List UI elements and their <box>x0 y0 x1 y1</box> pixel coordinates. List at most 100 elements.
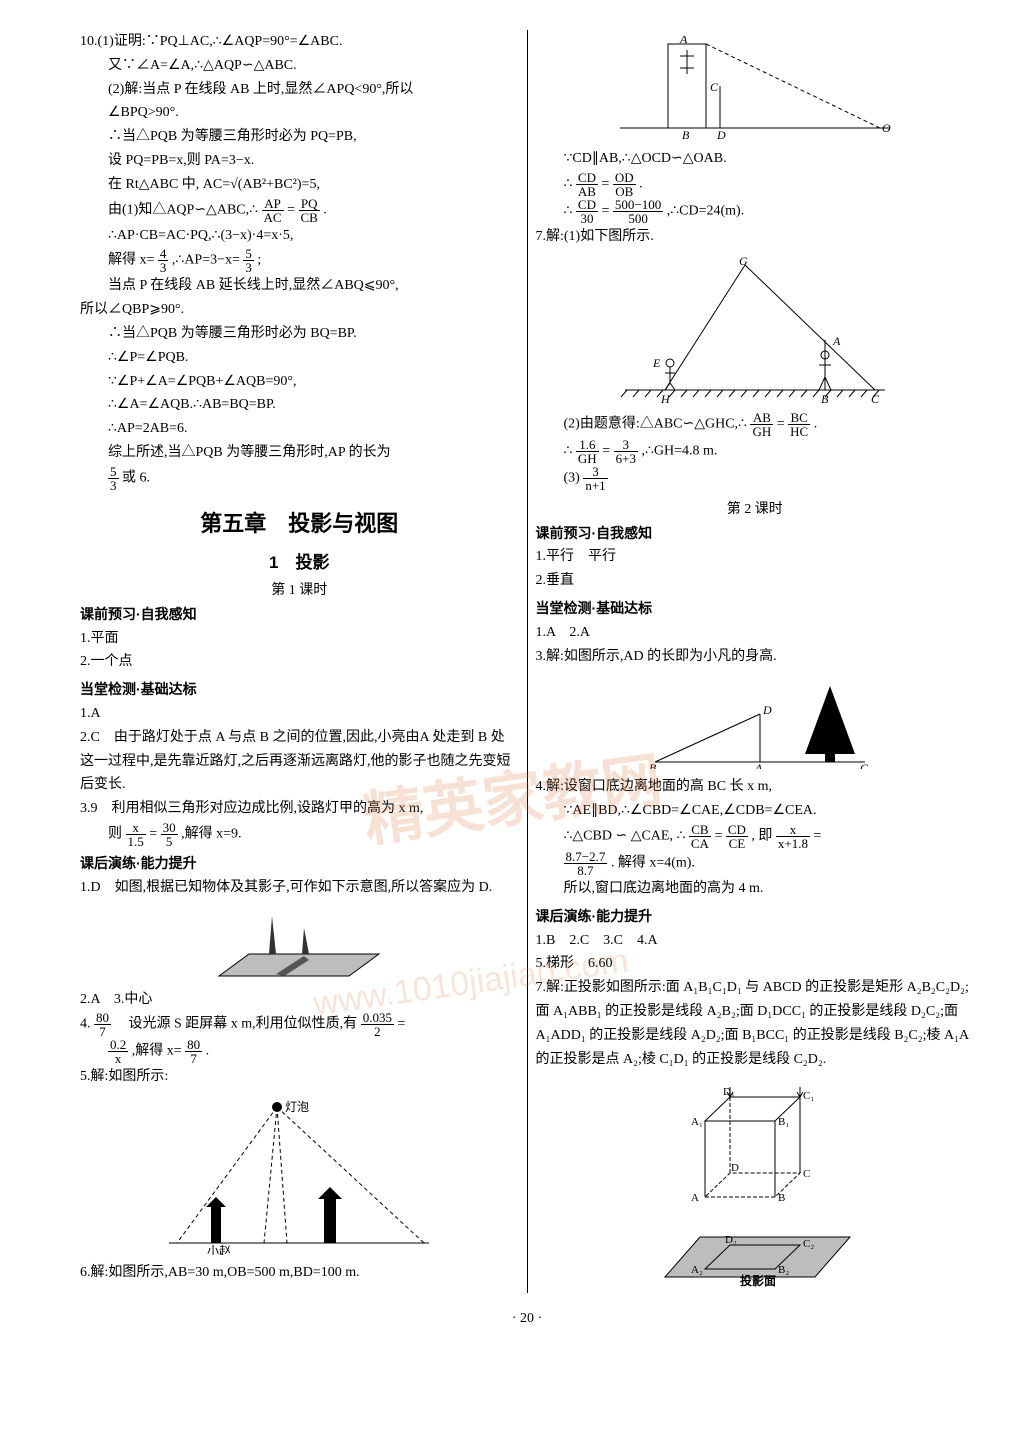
text: 解得 x= <box>108 253 154 268</box>
svg-text:投影面: 投影面 <box>740 1273 776 1287</box>
chapter-heading: 第五章 投影与视图 <box>80 506 519 538</box>
text: = <box>601 177 609 192</box>
text: 6.解:如图所示,AB=30 m,OB=500 m,BD=100 m. <box>80 1261 519 1285</box>
page-footer: · 20 · <box>80 1311 974 1327</box>
figure-q7: G A E H B C <box>536 255 975 405</box>
left-column: 10.(1)证明:∵PQ⊥AC,∴∠AQP=90°=∠ABC. 又∵∠A=∠A,… <box>80 30 519 1293</box>
text: ∴当△PQB 为等腰三角形时必为 PQ=PB, <box>80 125 519 149</box>
svg-text:C₂: C₂ <box>803 1238 814 1250</box>
text: = <box>601 204 609 219</box>
text: 2.A 3.中心 <box>80 988 519 1012</box>
svg-text:C: C <box>871 392 880 405</box>
text: 10.(1)证明:∵PQ⊥AC,∴∠AQP=90°=∠ABC. <box>80 30 519 54</box>
text: . 解得 x=4(m). <box>611 856 695 871</box>
fraction: CDAB <box>576 171 598 198</box>
text: 4.解:设窗口底边离地面的高 BC 长 x m, <box>536 775 975 799</box>
fraction: CDCE <box>726 823 748 850</box>
text: 或 6. <box>122 470 150 485</box>
fraction: 8.7−2.78.7 <box>564 850 608 877</box>
text: , 即 <box>751 829 776 844</box>
svg-text:C₁: C₁ <box>803 1090 814 1102</box>
svg-text:A: A <box>691 1192 699 1204</box>
flagpole-triangle-icon: G A E H B C <box>615 255 895 405</box>
fraction: 305 <box>161 821 178 848</box>
subheading: 课后演练·能力提升 <box>80 852 519 876</box>
text: 1.平面 <box>80 627 519 651</box>
text: 则 x1.5 = 305 ,解得 x=9. <box>80 821 519 848</box>
text: ∴ CDAB = ODOB . <box>536 171 975 198</box>
text: (3) 3n+1 <box>536 465 975 492</box>
text: 5.梯形 6.60 <box>536 952 975 976</box>
fraction: 807 <box>185 1038 202 1065</box>
text: 2.一个点 <box>80 650 519 674</box>
text: (2)解:当点 P 在线段 AB 上时,显然∠APQ<90°,所以 <box>80 78 519 102</box>
svg-text:B: B <box>649 761 657 769</box>
text: ∴当△PQB 为等腰三角形时必为 BQ=BP. <box>80 322 519 346</box>
text: 1.B 2.C 3.C 4.A <box>536 929 975 953</box>
fraction: 3n+1 <box>583 465 607 492</box>
subheading: 课前预习·自我感知 <box>536 522 975 546</box>
svg-text:B: B <box>682 128 690 141</box>
svg-text:D₂: D₂ <box>725 1234 737 1246</box>
svg-text:D₁: D₁ <box>723 1086 735 1098</box>
text: ,∴CD=24(m). <box>667 204 744 219</box>
text: 53 或 6. <box>80 465 519 492</box>
text: 设光源 S 距屏幕 x m,利用位似性质,有 <box>115 1017 358 1032</box>
text: 综上所述,当△PQB 为等腰三角形时,AP 的长为 <box>80 441 519 465</box>
text: ; <box>257 253 261 268</box>
svg-text:B: B <box>778 1192 785 1204</box>
column-divider <box>527 30 528 1293</box>
svg-text:H: H <box>660 392 671 405</box>
shadow-diagram-icon <box>214 906 384 982</box>
figure-building: A C B D O <box>536 36 975 141</box>
lesson-heading: 第 1 课时 <box>80 579 519 599</box>
fraction: CBCA <box>689 823 711 850</box>
tree-triangle-icon: D B A C <box>635 674 875 769</box>
fraction: 43 <box>158 247 169 274</box>
svg-text:E: E <box>652 356 661 370</box>
text: 当点 P 在线段 AB 延长线上时,显然∠ABQ⩽90°, <box>80 274 519 298</box>
text: ∴△CBD ∽ △CAE, ∴ <box>564 829 689 844</box>
text: ,解得 x= <box>132 1044 182 1059</box>
svg-text:O: O <box>882 121 891 135</box>
fraction: CD30 <box>576 198 598 225</box>
text: ∵CD∥AB,∴△OCD∽△OAB. <box>536 147 975 171</box>
fraction: 53 <box>243 247 254 274</box>
svg-text:A: A <box>754 761 763 769</box>
text: = <box>602 443 610 458</box>
fraction: ABGH <box>750 411 773 438</box>
fraction: 36+3 <box>614 438 638 465</box>
text: ∴∠P=∠PQB. <box>80 346 519 370</box>
cube-projection-icon: D₁ C₁ A₁ B₁ D C A B D₂ C₂ A₂ B₂ 投影面 <box>645 1077 865 1287</box>
text: ,解得 x=9. <box>181 827 241 842</box>
text: ∴AP=2AB=6. <box>80 417 519 441</box>
svg-text:D: D <box>731 1162 739 1174</box>
fraction: 1.6GH <box>576 438 599 465</box>
svg-text:A: A <box>832 334 841 348</box>
svg-text:A: A <box>679 36 688 46</box>
text: 设 PQ=PB=x,则 PA=3−x. <box>80 149 519 173</box>
svg-text:B₂: B₂ <box>778 1264 789 1276</box>
svg-text:A₂: A₂ <box>691 1264 703 1276</box>
text: 1.D 如图,根据已知物体及其影子,可作如下示意图,所以答案应为 D. <box>80 876 519 900</box>
text: ∴∠A=∠AQB.∴AB=BQ=BP. <box>80 393 519 417</box>
fraction: 500−100500 <box>613 198 663 225</box>
text: 0.2x ,解得 x= 807 . <box>80 1038 519 1065</box>
text: ,∴GH=4.8 m. <box>641 443 717 458</box>
section-heading: 1 投影 <box>80 548 519 573</box>
svg-text:G: G <box>739 255 748 268</box>
text: ∠BPQ>90°. <box>80 101 519 125</box>
text: 1.平行 平行 <box>536 545 975 569</box>
text: ∵∠P+∠A=∠PQB+∠AQB=90°, <box>80 370 519 394</box>
text: (3) <box>564 470 580 485</box>
text: 3.9 利用相似三角形对应边成比例,设路灯甲的高为 x m, <box>80 797 519 821</box>
text: ∴ 1.6GH = 36+3 ,∴GH=4.8 m. <box>536 438 975 465</box>
text: . <box>814 416 818 431</box>
text: = <box>714 829 725 844</box>
lamp-shadow-diagram-icon: 灯泡 小赵 <box>169 1095 429 1255</box>
svg-text:小赵: 小赵 <box>207 1244 231 1255</box>
fraction: BCHC <box>788 411 810 438</box>
text: (2)由题意得:△ABC∽△GHC,∴ <box>564 416 747 431</box>
fraction: PQCB <box>299 197 320 224</box>
figure-cube-projection: D₁ C₁ A₁ B₁ D C A B D₂ C₂ A₂ B₂ 投影面 <box>536 1077 975 1287</box>
